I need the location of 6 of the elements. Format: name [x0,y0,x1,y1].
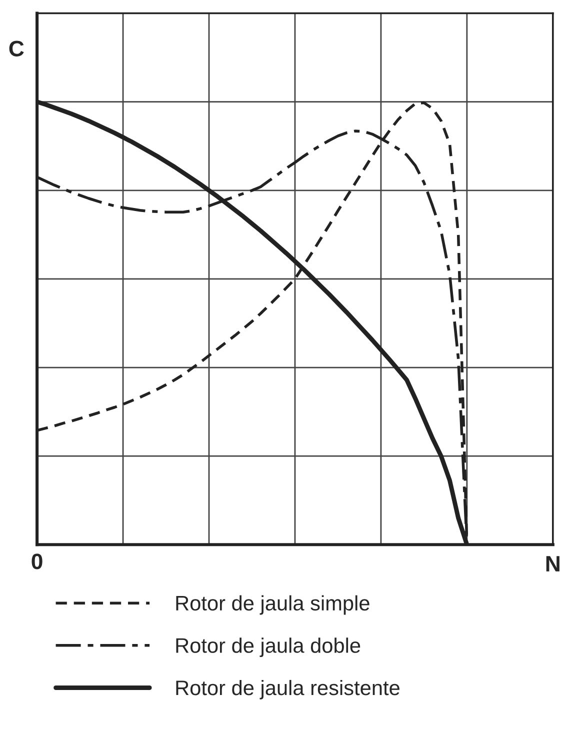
legend-label: Rotor de jaula doble [176,638,360,658]
x-axis-title: N [546,556,560,572]
legend-label: Rotor de jaula resistente [176,680,400,700]
legend-label: Rotor de jaula simple [176,595,370,615]
text: 0 [32,554,42,570]
y-axis-title: C [9,40,24,56]
